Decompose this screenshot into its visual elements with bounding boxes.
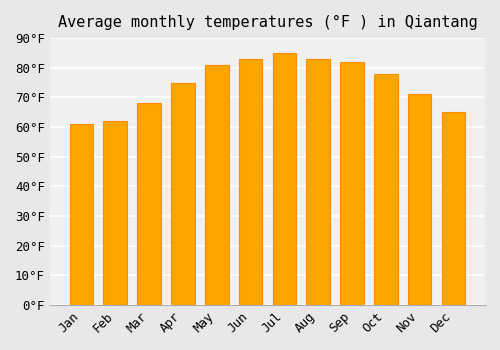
Bar <box>104 121 127 305</box>
Bar <box>171 83 194 305</box>
Bar <box>340 62 364 305</box>
Bar <box>238 59 262 305</box>
Bar <box>442 112 465 305</box>
Bar <box>408 94 432 305</box>
Bar <box>205 65 229 305</box>
Bar <box>272 53 296 305</box>
Bar <box>70 124 94 305</box>
Bar <box>306 59 330 305</box>
Title: Average monthly temperatures (°F ) in Qiantang: Average monthly temperatures (°F ) in Qi… <box>58 15 478 30</box>
Bar <box>374 74 398 305</box>
Bar <box>138 103 161 305</box>
